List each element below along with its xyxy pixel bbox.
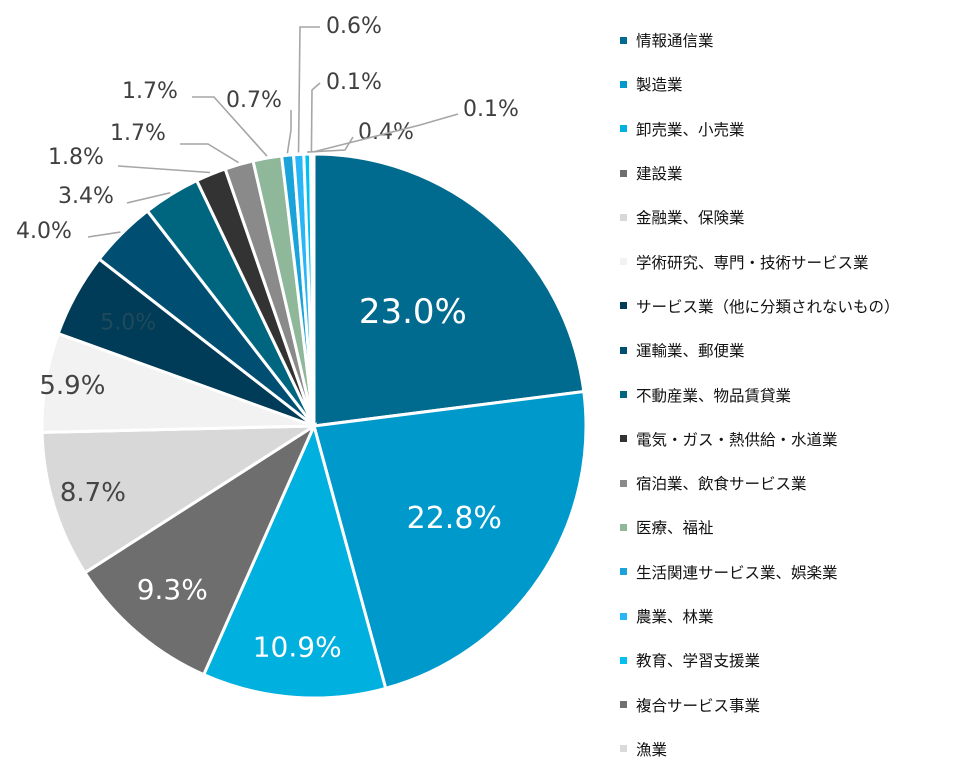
legend-label: 学術研究、専門・技術サービス業	[636, 253, 869, 272]
data-label-11: 1.7%	[110, 121, 166, 146]
legend-swatch	[620, 36, 627, 44]
leader-line-16	[310, 82, 321, 153]
legend-item: 卸売業、小売業	[620, 107, 960, 151]
legend-label: 宿泊業、飲食サービス業	[636, 475, 807, 494]
pie-slice-1	[312, 152, 586, 428]
pie-slice-3	[201, 421, 388, 700]
data-label-8: 4.0%	[16, 219, 72, 244]
leader-line-9	[126, 191, 171, 204]
legend-swatch	[620, 213, 627, 221]
leader-line-14	[297, 26, 320, 153]
legend-label: 生活関連サービス業、娯楽業	[636, 563, 838, 582]
legend-label: 医療、福祉	[636, 519, 714, 538]
data-label-5: 8.7%	[60, 478, 126, 508]
legend-item: 電気・ガス・熱供給・水道業	[620, 417, 960, 461]
data-label-4: 9.3%	[137, 573, 208, 606]
legend-item: 教育、学習支援業	[620, 638, 960, 682]
legend: 情報通信業製造業卸売業、小売業 建設業金融業、保険業学術研究、専門・技術サービス業…	[620, 18, 960, 771]
legend-swatch	[620, 479, 627, 487]
legend-item: 漁業	[620, 727, 960, 771]
legend-item: 生活関連サービス業、娯楽業	[620, 550, 960, 594]
legend-label: 情報通信業	[636, 32, 714, 51]
leader-line-13	[286, 110, 292, 154]
legend-item: 情報通信業	[620, 18, 960, 62]
leader-line-11	[180, 143, 239, 164]
legend-label: 電気・ガス・熱供給・水道業	[636, 430, 838, 449]
legend-item: 金融業、保険業	[620, 195, 960, 239]
legend-item: 農業、林業	[620, 594, 960, 638]
legend-swatch	[620, 391, 627, 399]
legend-item: 宿泊業、飲食サービス業	[620, 461, 960, 505]
data-label-14: 0.6%	[326, 14, 382, 39]
legend-swatch	[620, 435, 627, 443]
legend-label: 運輸業、郵便業	[636, 342, 745, 361]
legend-label: 卸売業、小売業	[636, 120, 745, 139]
data-label-10: 1.8%	[48, 145, 104, 170]
data-label-3: 10.9%	[253, 630, 342, 663]
legend-label: 農業、林業	[636, 608, 714, 626]
data-label-1: 23.0%	[359, 292, 467, 332]
legend-item: 医療、福祉	[620, 505, 960, 549]
data-label-16: 0.1%	[326, 70, 382, 95]
data-label-2: 22.8%	[407, 501, 502, 536]
data-label-17: 0.1%	[463, 97, 519, 122]
legend-item: 運輸業、郵便業	[620, 328, 960, 372]
legend-item: 建設業	[620, 151, 960, 195]
leader-line-17	[312, 113, 459, 153]
legend-label: サービス業（他に分類されないもの）	[636, 297, 900, 316]
pie-slice-4	[82, 422, 318, 677]
legend-item: 学術研究、専門・技術サービス業	[620, 239, 960, 283]
legend-label: 複合サービス事業	[636, 696, 761, 715]
data-label-9: 3.4%	[58, 184, 114, 209]
data-label-15: 0.4%	[358, 120, 414, 145]
legend-swatch	[620, 656, 627, 664]
legend-item: 不動産業、物品賃貸業	[620, 372, 960, 416]
legend-item: 製造業	[620, 62, 960, 106]
legend-swatch	[620, 80, 627, 88]
leader-line-10	[117, 165, 211, 174]
legend-label: 金融業、保険業	[636, 209, 745, 228]
pie-slice-5	[40, 424, 320, 575]
legend-label: 不動産業、物品賃貸業	[636, 386, 792, 405]
legend-label: 製造業	[636, 76, 683, 95]
legend-item: サービス業（他に分類されないもの）	[620, 284, 960, 328]
leader-line-8	[87, 231, 121, 238]
legend-swatch	[620, 612, 627, 620]
legend-label: 建設業	[636, 165, 683, 184]
pie-slice-2	[312, 389, 588, 691]
data-label-12: 1.7%	[122, 79, 178, 104]
legend-swatch	[620, 125, 627, 133]
legend-swatch	[620, 745, 627, 753]
legend-label: 漁業	[636, 740, 668, 759]
data-label-7: 5.0%	[100, 311, 156, 336]
legend-swatch	[620, 346, 627, 354]
legend-swatch	[620, 701, 627, 709]
legend-swatch	[620, 258, 627, 266]
legend-swatch	[620, 523, 627, 531]
legend-swatch	[620, 169, 627, 177]
legend-swatch	[620, 568, 627, 576]
legend-label: 教育、学習支援業	[636, 652, 761, 671]
legend-swatch	[620, 302, 627, 310]
pie-slice-17	[310, 152, 316, 427]
leader-line-15	[307, 136, 354, 153]
data-label-6: 5.9%	[39, 371, 105, 401]
leader-line-12	[192, 96, 268, 157]
data-label-13: 0.7%	[226, 88, 282, 113]
legend-item: 複合サービス事業	[620, 682, 960, 726]
